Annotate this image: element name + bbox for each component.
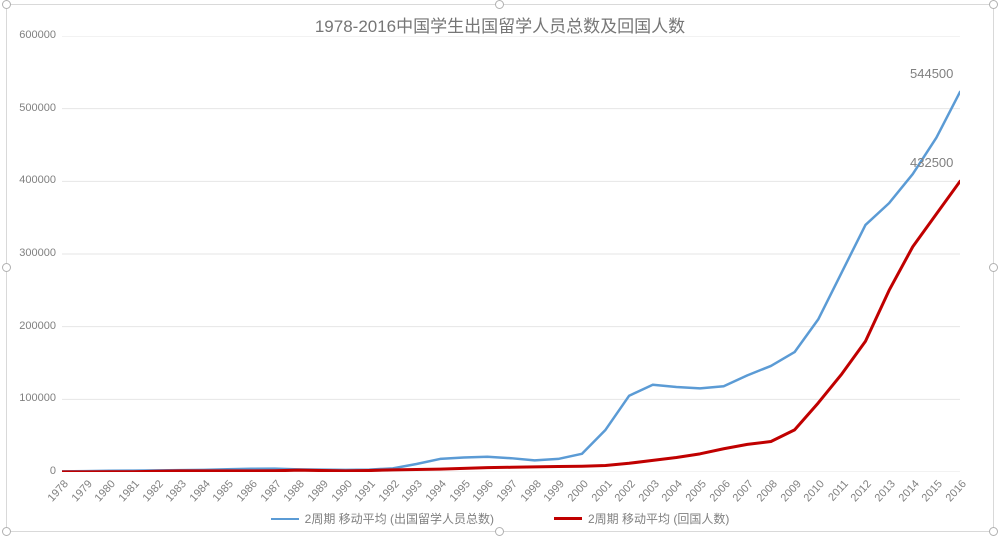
y-tick-label: 200000: [19, 320, 56, 332]
legend-swatch-abroad: [271, 518, 299, 520]
resize-handle-tr[interactable]: [989, 0, 998, 9]
legend-label-abroad: 2周期 移动平均 (出国留学人员总数): [305, 510, 494, 527]
legend-item-return: 2周期 移动平均 (回国人数): [554, 510, 729, 527]
end-label-abroad: 544500: [910, 66, 953, 81]
resize-handle-br[interactable]: [989, 527, 998, 536]
legend-swatch-return: [554, 517, 582, 520]
legend: 2周期 移动平均 (出国留学人员总数) 2周期 移动平均 (回国人数): [0, 510, 1000, 527]
y-tick-label: 0: [50, 465, 56, 477]
end-label-return: 432500: [910, 155, 953, 170]
resize-handle-mr[interactable]: [989, 263, 998, 272]
resize-handle-ml[interactable]: [2, 263, 11, 272]
plot-area: [62, 36, 960, 472]
y-tick-label: 300000: [19, 247, 56, 259]
resize-handle-tl[interactable]: [2, 0, 11, 9]
y-tick-label: 100000: [19, 392, 56, 404]
resize-handle-bl[interactable]: [2, 527, 11, 536]
resize-handle-bc[interactable]: [495, 527, 504, 536]
legend-item-abroad: 2周期 移动平均 (出国留学人员总数): [271, 510, 494, 527]
chart-title: 1978-2016中国学生出国留学人员总数及回国人数: [0, 12, 1000, 37]
y-tick-label: 600000: [19, 29, 56, 41]
y-tick-label: 400000: [19, 174, 56, 186]
resize-handle-tc[interactable]: [495, 0, 504, 9]
legend-label-return: 2周期 移动平均 (回国人数): [588, 510, 729, 527]
y-tick-label: 500000: [19, 102, 56, 114]
